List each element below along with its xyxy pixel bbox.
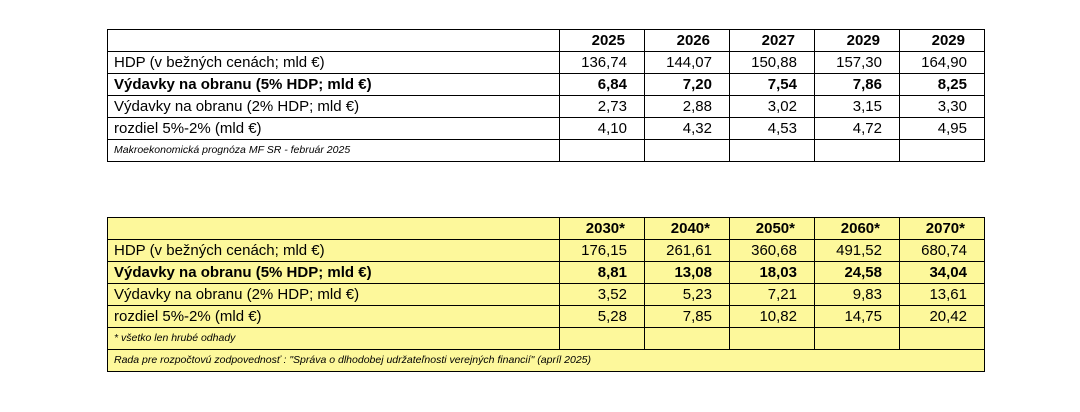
year-header: 2070*	[899, 217, 985, 240]
table-cell: 4,32	[644, 117, 730, 140]
table-cell: 10,82	[729, 305, 815, 328]
empty-cell	[559, 327, 645, 350]
year-header: 2029	[899, 29, 985, 52]
estimate-note: * všetko len hrubé odhady	[107, 327, 560, 350]
header-empty-cell	[107, 217, 560, 240]
table-cell: 13,61	[899, 283, 985, 306]
row-label-difference: rozdiel 5%-2% (mld €)	[107, 305, 560, 328]
table-row: HDP (v bežných cenách; mld €) 136,74 144…	[107, 51, 985, 74]
source-note: Makroekonomická prognóza MF SR - február…	[107, 139, 560, 162]
table-cell: 4,53	[729, 117, 815, 140]
empty-cell	[814, 139, 900, 162]
table-note-row: Makroekonomická prognóza MF SR - február…	[107, 139, 985, 162]
empty-cell	[644, 139, 730, 162]
table-cell: 8,81	[559, 261, 645, 284]
table-cell: 7,86	[814, 73, 900, 96]
year-header: 2030*	[559, 217, 645, 240]
empty-cell	[899, 139, 985, 162]
year-header: 2026	[644, 29, 730, 52]
table-cell: 4,95	[899, 117, 985, 140]
row-label-hdp: HDP (v bežných cenách; mld €)	[107, 239, 560, 262]
table-cell: 8,25	[899, 73, 985, 96]
forecast-table-2025-2029: 2025 2026 2027 2029 2029 HDP (v bežných …	[107, 29, 985, 162]
table-cell: 7,85	[644, 305, 730, 328]
year-header: 2025	[559, 29, 645, 52]
empty-cell	[644, 327, 730, 350]
table-cell: 3,02	[729, 95, 815, 118]
table-cell: 6,84	[559, 73, 645, 96]
table-cell: 144,07	[644, 51, 730, 74]
year-header: 2027	[729, 29, 815, 52]
table-cell: 680,74	[899, 239, 985, 262]
table-row: rozdiel 5%-2% (mld €) 5,28 7,85 10,82 14…	[107, 305, 985, 328]
table-cell: 34,04	[899, 261, 985, 284]
empty-cell	[559, 139, 645, 162]
empty-cell	[814, 327, 900, 350]
table-cell: 4,72	[814, 117, 900, 140]
empty-cell	[899, 327, 985, 350]
year-header: 2050*	[729, 217, 815, 240]
table-cell: 5,28	[559, 305, 645, 328]
table-cell: 164,90	[899, 51, 985, 74]
table-header-row: 2030* 2040* 2050* 2060* 2070*	[107, 217, 985, 240]
row-label-defense-2pct: Výdavky na obranu (2% HDP; mld €)	[107, 283, 560, 306]
table-row: Výdavky na obranu (5% HDP; mld €) 8,81 1…	[107, 261, 985, 284]
header-empty-cell	[107, 29, 560, 52]
row-label-defense-2pct: Výdavky na obranu (2% HDP; mld €)	[107, 95, 560, 118]
table-cell: 3,15	[814, 95, 900, 118]
table-row: Výdavky na obranu (2% HDP; mld €) 2,73 2…	[107, 95, 985, 118]
table-cell: 7,20	[644, 73, 730, 96]
table-cell: 261,61	[644, 239, 730, 262]
table-cell: 176,15	[559, 239, 645, 262]
table-cell: 150,88	[729, 51, 815, 74]
table-cell: 9,83	[814, 283, 900, 306]
year-header: 2029	[814, 29, 900, 52]
table-cell: 4,10	[559, 117, 645, 140]
table-cell: 3,30	[899, 95, 985, 118]
table-cell: 5,23	[644, 283, 730, 306]
table-cell: 157,30	[814, 51, 900, 74]
table-cell: 14,75	[814, 305, 900, 328]
year-header: 2040*	[644, 217, 730, 240]
table-cell: 2,88	[644, 95, 730, 118]
year-header: 2060*	[814, 217, 900, 240]
empty-cell	[729, 327, 815, 350]
table-row: HDP (v bežných cenách; mld €) 176,15 261…	[107, 239, 985, 262]
table-row: rozdiel 5%-2% (mld €) 4,10 4,32 4,53 4,7…	[107, 117, 985, 140]
table-source-row: Rada pre rozpočtovú zodpovednosť : "Sprá…	[107, 349, 985, 372]
table-row: Výdavky na obranu (2% HDP; mld €) 3,52 5…	[107, 283, 985, 306]
row-label-hdp: HDP (v bežných cenách; mld €)	[107, 51, 560, 74]
projection-table-2030-2070: 2030* 2040* 2050* 2060* 2070* HDP (v bež…	[107, 217, 985, 372]
table-note-row: * všetko len hrubé odhady	[107, 327, 985, 350]
row-label-difference: rozdiel 5%-2% (mld €)	[107, 117, 560, 140]
empty-cell	[729, 139, 815, 162]
table-header-row: 2025 2026 2027 2029 2029	[107, 29, 985, 52]
table-row: Výdavky na obranu (5% HDP; mld €) 6,84 7…	[107, 73, 985, 96]
row-label-defense-5pct: Výdavky na obranu (5% HDP; mld €)	[107, 261, 560, 284]
table-cell: 360,68	[729, 239, 815, 262]
row-label-defense-5pct: Výdavky na obranu (5% HDP; mld €)	[107, 73, 560, 96]
table-cell: 7,21	[729, 283, 815, 306]
table-cell: 13,08	[644, 261, 730, 284]
table-cell: 491,52	[814, 239, 900, 262]
table-cell: 18,03	[729, 261, 815, 284]
table-cell: 20,42	[899, 305, 985, 328]
table-cell: 3,52	[559, 283, 645, 306]
table-cell: 2,73	[559, 95, 645, 118]
table-cell: 24,58	[814, 261, 900, 284]
table-cell: 7,54	[729, 73, 815, 96]
source-note: Rada pre rozpočtovú zodpovednosť : "Sprá…	[107, 349, 985, 372]
table-cell: 136,74	[559, 51, 645, 74]
